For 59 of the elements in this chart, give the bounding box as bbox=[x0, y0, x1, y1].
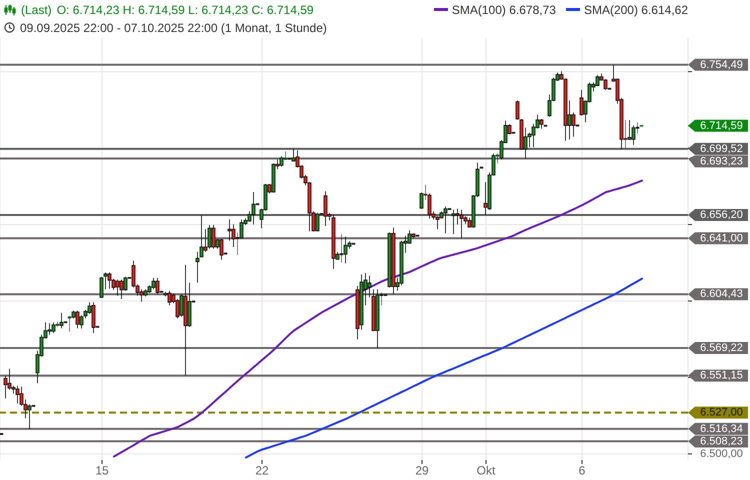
candlestick bbox=[212, 224, 216, 250]
candlestick bbox=[60, 312, 64, 329]
candlestick bbox=[452, 209, 456, 234]
ref-line-label: 6.641,00 bbox=[700, 232, 743, 244]
candlestick bbox=[116, 279, 120, 296]
candlestick bbox=[92, 302, 96, 334]
candlestick bbox=[220, 238, 224, 260]
candlestick bbox=[332, 214, 336, 270]
x-tick-label: 22 bbox=[255, 464, 269, 478]
candlestick bbox=[208, 224, 212, 250]
candlestick bbox=[184, 264, 188, 376]
candlestick bbox=[120, 279, 124, 300]
ref-line-label: 6.551,15 bbox=[700, 370, 743, 382]
y-tick-label: 6.500,00 bbox=[700, 448, 743, 460]
candlestick bbox=[16, 385, 20, 404]
x-tick-label: 6 bbox=[578, 464, 586, 478]
candlestick bbox=[52, 322, 56, 334]
candlestick bbox=[340, 234, 344, 263]
text: O: 6.714,23 H: 6.714,59 L: 6.714,23 C: 6.714,59 bbox=[56, 2, 314, 16]
y-tick-label: 6.714,59 bbox=[700, 120, 743, 132]
ref-line-label: 6.604,43 bbox=[700, 288, 743, 300]
candlestick bbox=[48, 322, 52, 336]
line-series bbox=[113, 180, 643, 458]
legend-label: SMA(100) 6.678,73 bbox=[452, 2, 556, 16]
candlestick bbox=[252, 192, 256, 225]
x-tick-label: Okt bbox=[476, 464, 496, 478]
candlestick bbox=[316, 212, 320, 232]
candlestick bbox=[76, 310, 80, 329]
candlestick bbox=[272, 162, 276, 193]
candlestick bbox=[324, 190, 328, 226]
ref-line-label: 6.754,49 bbox=[700, 58, 743, 71]
candlestick bbox=[436, 216, 440, 230]
ref-line-label: 6.656,20 bbox=[700, 209, 743, 222]
candlestick bbox=[344, 236, 348, 264]
candlestick bbox=[100, 276, 104, 298]
candlestick bbox=[108, 272, 112, 290]
candlestick bbox=[392, 227, 396, 295]
candlestick bbox=[152, 278, 156, 290]
candlestick bbox=[140, 288, 144, 302]
candlestick bbox=[444, 206, 448, 234]
candlestick bbox=[460, 209, 464, 239]
candlestick bbox=[280, 156, 284, 167]
legend-label: SMA(200) 6.614,62 bbox=[584, 2, 688, 16]
x-tick-label: 15 bbox=[95, 464, 109, 478]
ref-line-label: 6.569,22 bbox=[700, 342, 743, 354]
x-tick-label: 29 bbox=[415, 464, 429, 478]
ref-line-label: 6.527,00 bbox=[700, 406, 743, 419]
candlestick bbox=[540, 118, 544, 130]
candlestick bbox=[376, 288, 380, 348]
candlestick bbox=[28, 404, 32, 430]
ref-line-label: 6.699,52 bbox=[700, 142, 743, 155]
ref-line-label: 6.516,34 bbox=[700, 422, 743, 435]
ref-line-label: 6.693,23 bbox=[700, 155, 743, 168]
ref-line-label: 6.508,23 bbox=[700, 436, 743, 448]
chart-subtitle: 09.09.2025 22:00 - 07.10.2025 22:00 (1 Monat, 1 Stunde) bbox=[20, 20, 327, 34]
candlestick bbox=[156, 278, 160, 295]
line-series bbox=[245, 278, 643, 459]
chart-title: (Last) bbox=[21, 2, 52, 16]
candlestick bbox=[168, 290, 172, 306]
